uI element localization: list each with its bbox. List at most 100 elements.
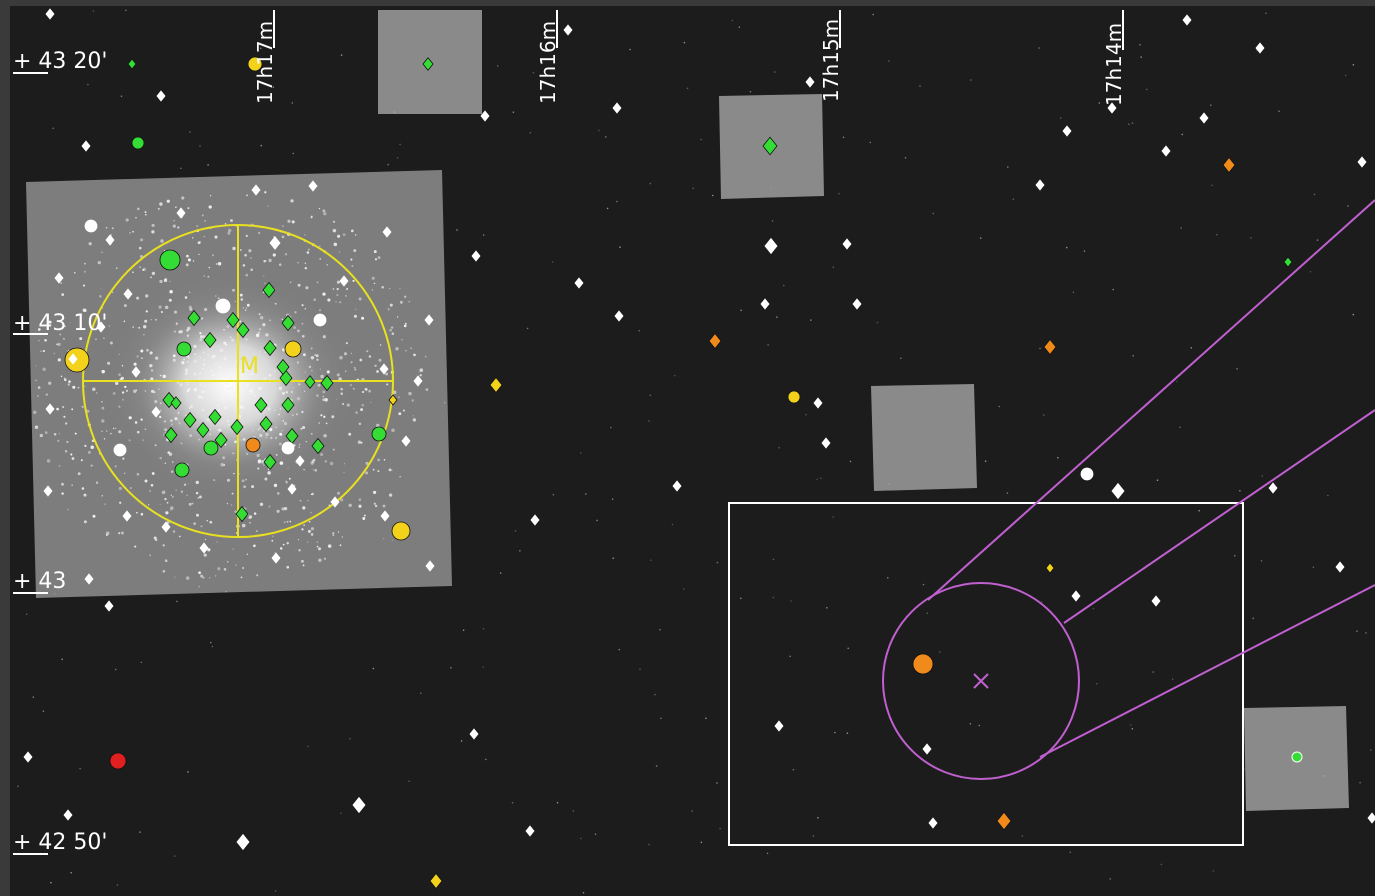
star-marker-icon[interactable] (203, 440, 219, 456)
star-marker-icon[interactable] (247, 56, 263, 72)
star-marker-icon[interactable] (159, 249, 181, 271)
star-marker-icon[interactable] (413, 375, 423, 387)
star-marker-icon[interactable] (96, 321, 106, 333)
star-marker-icon[interactable] (320, 374, 334, 392)
star-marker-icon[interactable] (1111, 482, 1125, 500)
star-marker-icon[interactable] (1222, 156, 1236, 174)
star-marker-icon[interactable] (84, 219, 98, 233)
star-marker-icon[interactable] (45, 8, 55, 20)
star-marker-icon[interactable] (281, 314, 295, 332)
star-marker-icon[interactable] (471, 250, 481, 262)
star-marker-icon[interactable] (23, 751, 33, 763)
star-marker-icon[interactable] (382, 226, 392, 238)
object-overlay[interactable]: M (82, 224, 394, 538)
star-marker-icon[interactable] (805, 76, 815, 88)
star-marker-icon[interactable] (352, 796, 366, 814)
star-marker-icon[interactable] (122, 510, 132, 522)
star-marker-icon[interactable] (1035, 179, 1045, 191)
star-marker-icon[interactable] (284, 340, 302, 358)
star-marker-icon[interactable] (156, 90, 166, 102)
star-marker-icon[interactable] (196, 421, 210, 439)
star-marker-icon[interactable] (263, 453, 277, 471)
star-marker-icon[interactable] (425, 560, 435, 572)
star-marker-icon[interactable] (230, 418, 244, 436)
star-marker-icon[interactable] (1182, 14, 1192, 26)
star-marker-icon[interactable] (391, 521, 411, 541)
star-marker-icon[interactable] (996, 811, 1012, 831)
star-marker-icon[interactable] (1291, 751, 1303, 763)
star-marker-icon[interactable] (43, 485, 53, 497)
star-marker-icon[interactable] (259, 415, 273, 433)
star-marker-icon[interactable] (480, 110, 490, 122)
star-marker-icon[interactable] (1255, 42, 1265, 54)
star-marker-icon[interactable] (922, 743, 932, 755)
fov-box[interactable] (728, 502, 1244, 846)
star-marker-icon[interactable] (787, 390, 801, 404)
star-marker-icon[interactable] (574, 277, 584, 289)
star-marker-icon[interactable] (176, 207, 186, 219)
star-marker-icon[interactable] (912, 653, 934, 675)
star-marker-icon[interactable] (371, 426, 387, 442)
star-marker-icon[interactable] (236, 833, 250, 851)
star-marker-icon[interactable] (151, 406, 161, 418)
star-marker-icon[interactable] (64, 347, 90, 373)
star-marker-icon[interactable] (281, 396, 295, 414)
star-marker-icon[interactable] (764, 237, 778, 255)
star-marker-icon[interactable] (127, 58, 137, 70)
star-marker-icon[interactable] (226, 311, 240, 329)
star-marker-icon[interactable] (63, 809, 73, 821)
star-marker-icon[interactable] (235, 505, 249, 523)
star-marker-icon[interactable] (612, 102, 622, 114)
star-marker-icon[interactable] (774, 720, 784, 732)
star-marker-icon[interactable] (262, 281, 276, 299)
star-marker-icon[interactable] (131, 136, 145, 150)
star-marker-icon[interactable] (388, 394, 398, 406)
star-marker-icon[interactable] (263, 339, 277, 357)
star-marker-icon[interactable] (215, 298, 231, 314)
star-marker-icon[interactable] (760, 298, 770, 310)
star-marker-icon[interactable] (1107, 102, 1117, 114)
star-marker-icon[interactable] (1151, 595, 1161, 607)
star-marker-icon[interactable] (842, 238, 852, 250)
star-marker-icon[interactable] (131, 366, 141, 378)
star-marker-icon[interactable] (81, 140, 91, 152)
star-marker-icon[interactable] (401, 435, 411, 447)
star-marker-icon[interactable] (813, 397, 823, 409)
star-marker-icon[interactable] (287, 483, 297, 495)
star-marker-icon[interactable] (174, 462, 190, 478)
star-marker-icon[interactable] (708, 332, 722, 350)
star-marker-icon[interactable] (254, 396, 268, 414)
star-marker-icon[interactable] (339, 275, 349, 287)
star-marker-icon[interactable] (295, 455, 305, 467)
star-marker-icon[interactable] (852, 298, 862, 310)
star-marker-icon[interactable] (199, 542, 209, 554)
trail-circle[interactable] (882, 582, 1080, 780)
star-marker-icon[interactable] (161, 521, 171, 533)
star-marker-icon[interactable] (1199, 112, 1209, 124)
star-marker-icon[interactable] (164, 426, 178, 444)
star-marker-icon[interactable] (614, 310, 624, 322)
star-marker-icon[interactable] (380, 510, 390, 522)
star-marker-icon[interactable] (68, 353, 78, 365)
star-marker-icon[interactable] (1268, 482, 1278, 494)
star-marker-icon[interactable] (313, 313, 327, 327)
star-marker-icon[interactable] (928, 817, 938, 829)
image-patch[interactable] (871, 384, 977, 491)
star-marker-icon[interactable] (311, 437, 325, 455)
star-marker-icon[interactable] (379, 363, 389, 375)
star-marker-icon[interactable] (1080, 467, 1094, 481)
star-marker-icon[interactable] (489, 376, 503, 394)
star-marker-icon[interactable] (123, 288, 133, 300)
star-marker-icon[interactable] (276, 358, 290, 376)
star-marker-icon[interactable] (429, 872, 443, 890)
star-marker-icon[interactable] (1045, 562, 1055, 574)
star-marker-icon[interactable] (1043, 338, 1057, 356)
star-marker-icon[interactable] (208, 408, 222, 426)
star-marker-icon[interactable] (203, 331, 217, 349)
star-marker-icon[interactable] (525, 825, 535, 837)
star-marker-icon[interactable] (762, 136, 778, 156)
star-marker-icon[interactable] (176, 341, 192, 357)
star-marker-icon[interactable] (1283, 256, 1293, 268)
star-marker-icon[interactable] (308, 180, 318, 192)
star-marker-icon[interactable] (563, 24, 573, 36)
